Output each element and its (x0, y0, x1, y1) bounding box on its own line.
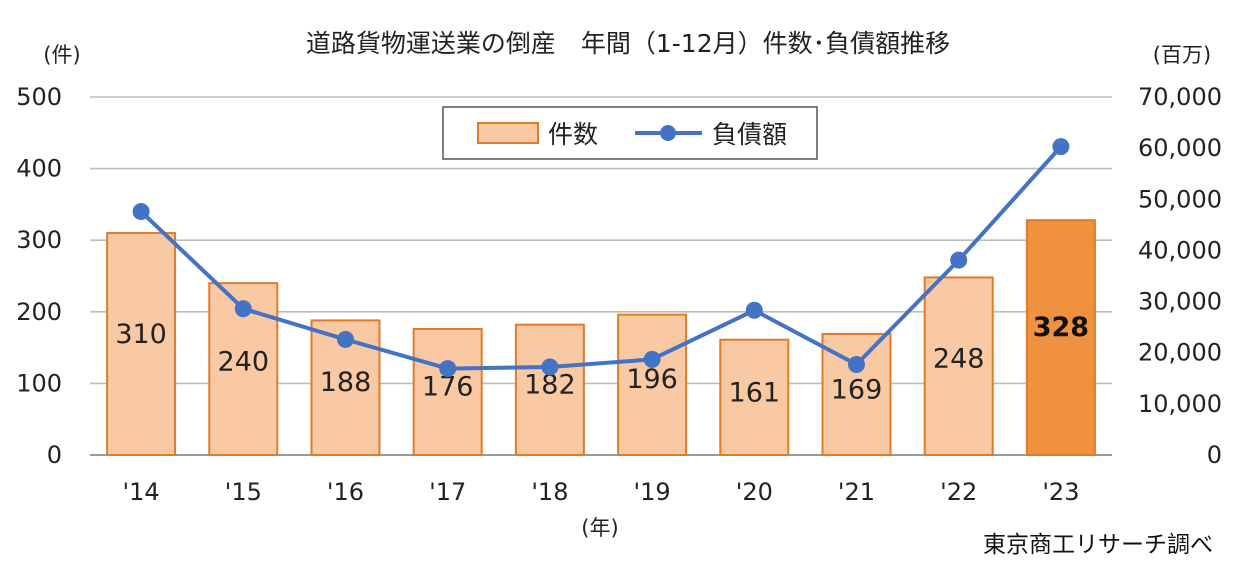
debt-line-path (139, 145, 1063, 371)
bar-count (1025, 219, 1096, 456)
legend-label-debt: 負債額 (712, 120, 787, 149)
bar-count (719, 338, 790, 456)
x-tick-label: '16 (327, 478, 364, 506)
right-tick-label: 50,000 (1138, 185, 1222, 213)
x-tick-label: '19 (634, 478, 671, 506)
x-axis-label: (年) (581, 516, 618, 540)
legend: 件数 負債額 (442, 106, 818, 160)
left-tick-label: 300 (16, 226, 62, 254)
x-tick-label: '17 (429, 478, 466, 506)
right-tick-label: 20,000 (1138, 339, 1222, 367)
debt-point (950, 251, 968, 269)
left-axis-unit: (件) (43, 43, 80, 67)
bar-data-label: 169 (831, 374, 883, 405)
debt-point (234, 300, 252, 318)
left-tick-label: 100 (16, 369, 62, 397)
bar-data-label: 328 (1033, 312, 1089, 343)
bar-data-label: 161 (729, 378, 781, 409)
x-tick-label: '23 (1042, 478, 1079, 506)
left-tick-label: 500 (16, 83, 62, 111)
debt-point (1052, 138, 1070, 156)
x-tick-label: '14 (123, 478, 160, 506)
bar-data-label: 248 (933, 343, 985, 374)
bar-count (412, 327, 483, 457)
right-tick-label: 60,000 (1138, 134, 1222, 162)
right-axis-ticks: 0 10,000 20,000 30,000 40,000 50,000 60,000 70,… (1138, 83, 1222, 469)
left-tick-label: 0 (47, 441, 62, 469)
debt-point (337, 330, 354, 348)
bar-count (923, 276, 994, 456)
bars (106, 219, 1096, 457)
debt-point (745, 301, 763, 319)
chart-title: 道路貨物運送業の倒産 年間（1-12月）件数･負債額推移 (306, 29, 950, 58)
bar-count (106, 232, 177, 456)
legend-marker-debt (660, 125, 676, 141)
right-tick-label: 40,000 (1138, 236, 1222, 264)
debt-point (541, 358, 559, 376)
bar-data-label: 188 (320, 367, 372, 398)
debt-point (643, 350, 661, 368)
bar-data-label: 310 (115, 319, 167, 350)
bar-count (617, 313, 688, 456)
left-axis-ticks: 0 100 200 300 400 500 (16, 83, 62, 469)
left-tick-label: 400 (16, 155, 62, 183)
bar-data-label: 196 (626, 364, 678, 395)
bar-count (514, 323, 585, 456)
x-tick-label: '21 (838, 478, 875, 506)
right-tick-label: 70,000 (1138, 83, 1222, 111)
right-axis-unit: (百万) (1153, 43, 1211, 67)
x-axis-ticks: '14 '15 '16 '17 '18 '19 '20 '21 '22 '23 (123, 478, 1080, 506)
x-tick-label: '18 (531, 478, 568, 506)
x-tick-label: '20 (736, 478, 773, 506)
x-tick-label: '22 (940, 478, 977, 506)
right-tick-label: 10,000 (1138, 390, 1222, 418)
bar-data-label: 240 (218, 346, 270, 377)
debt-line (132, 138, 1070, 378)
debt-point (848, 355, 865, 373)
x-tick-label: '15 (225, 478, 262, 506)
right-tick-label: 30,000 (1138, 288, 1222, 316)
legend-label-count: 件数 (548, 120, 598, 149)
debt-point (132, 203, 150, 221)
source-note: 東京商工リサーチ調べ (983, 532, 1213, 558)
debt-point (439, 360, 457, 378)
legend-swatch-count (477, 122, 539, 144)
right-tick-label: 0 (1207, 441, 1222, 469)
left-tick-label: 200 (16, 298, 62, 326)
